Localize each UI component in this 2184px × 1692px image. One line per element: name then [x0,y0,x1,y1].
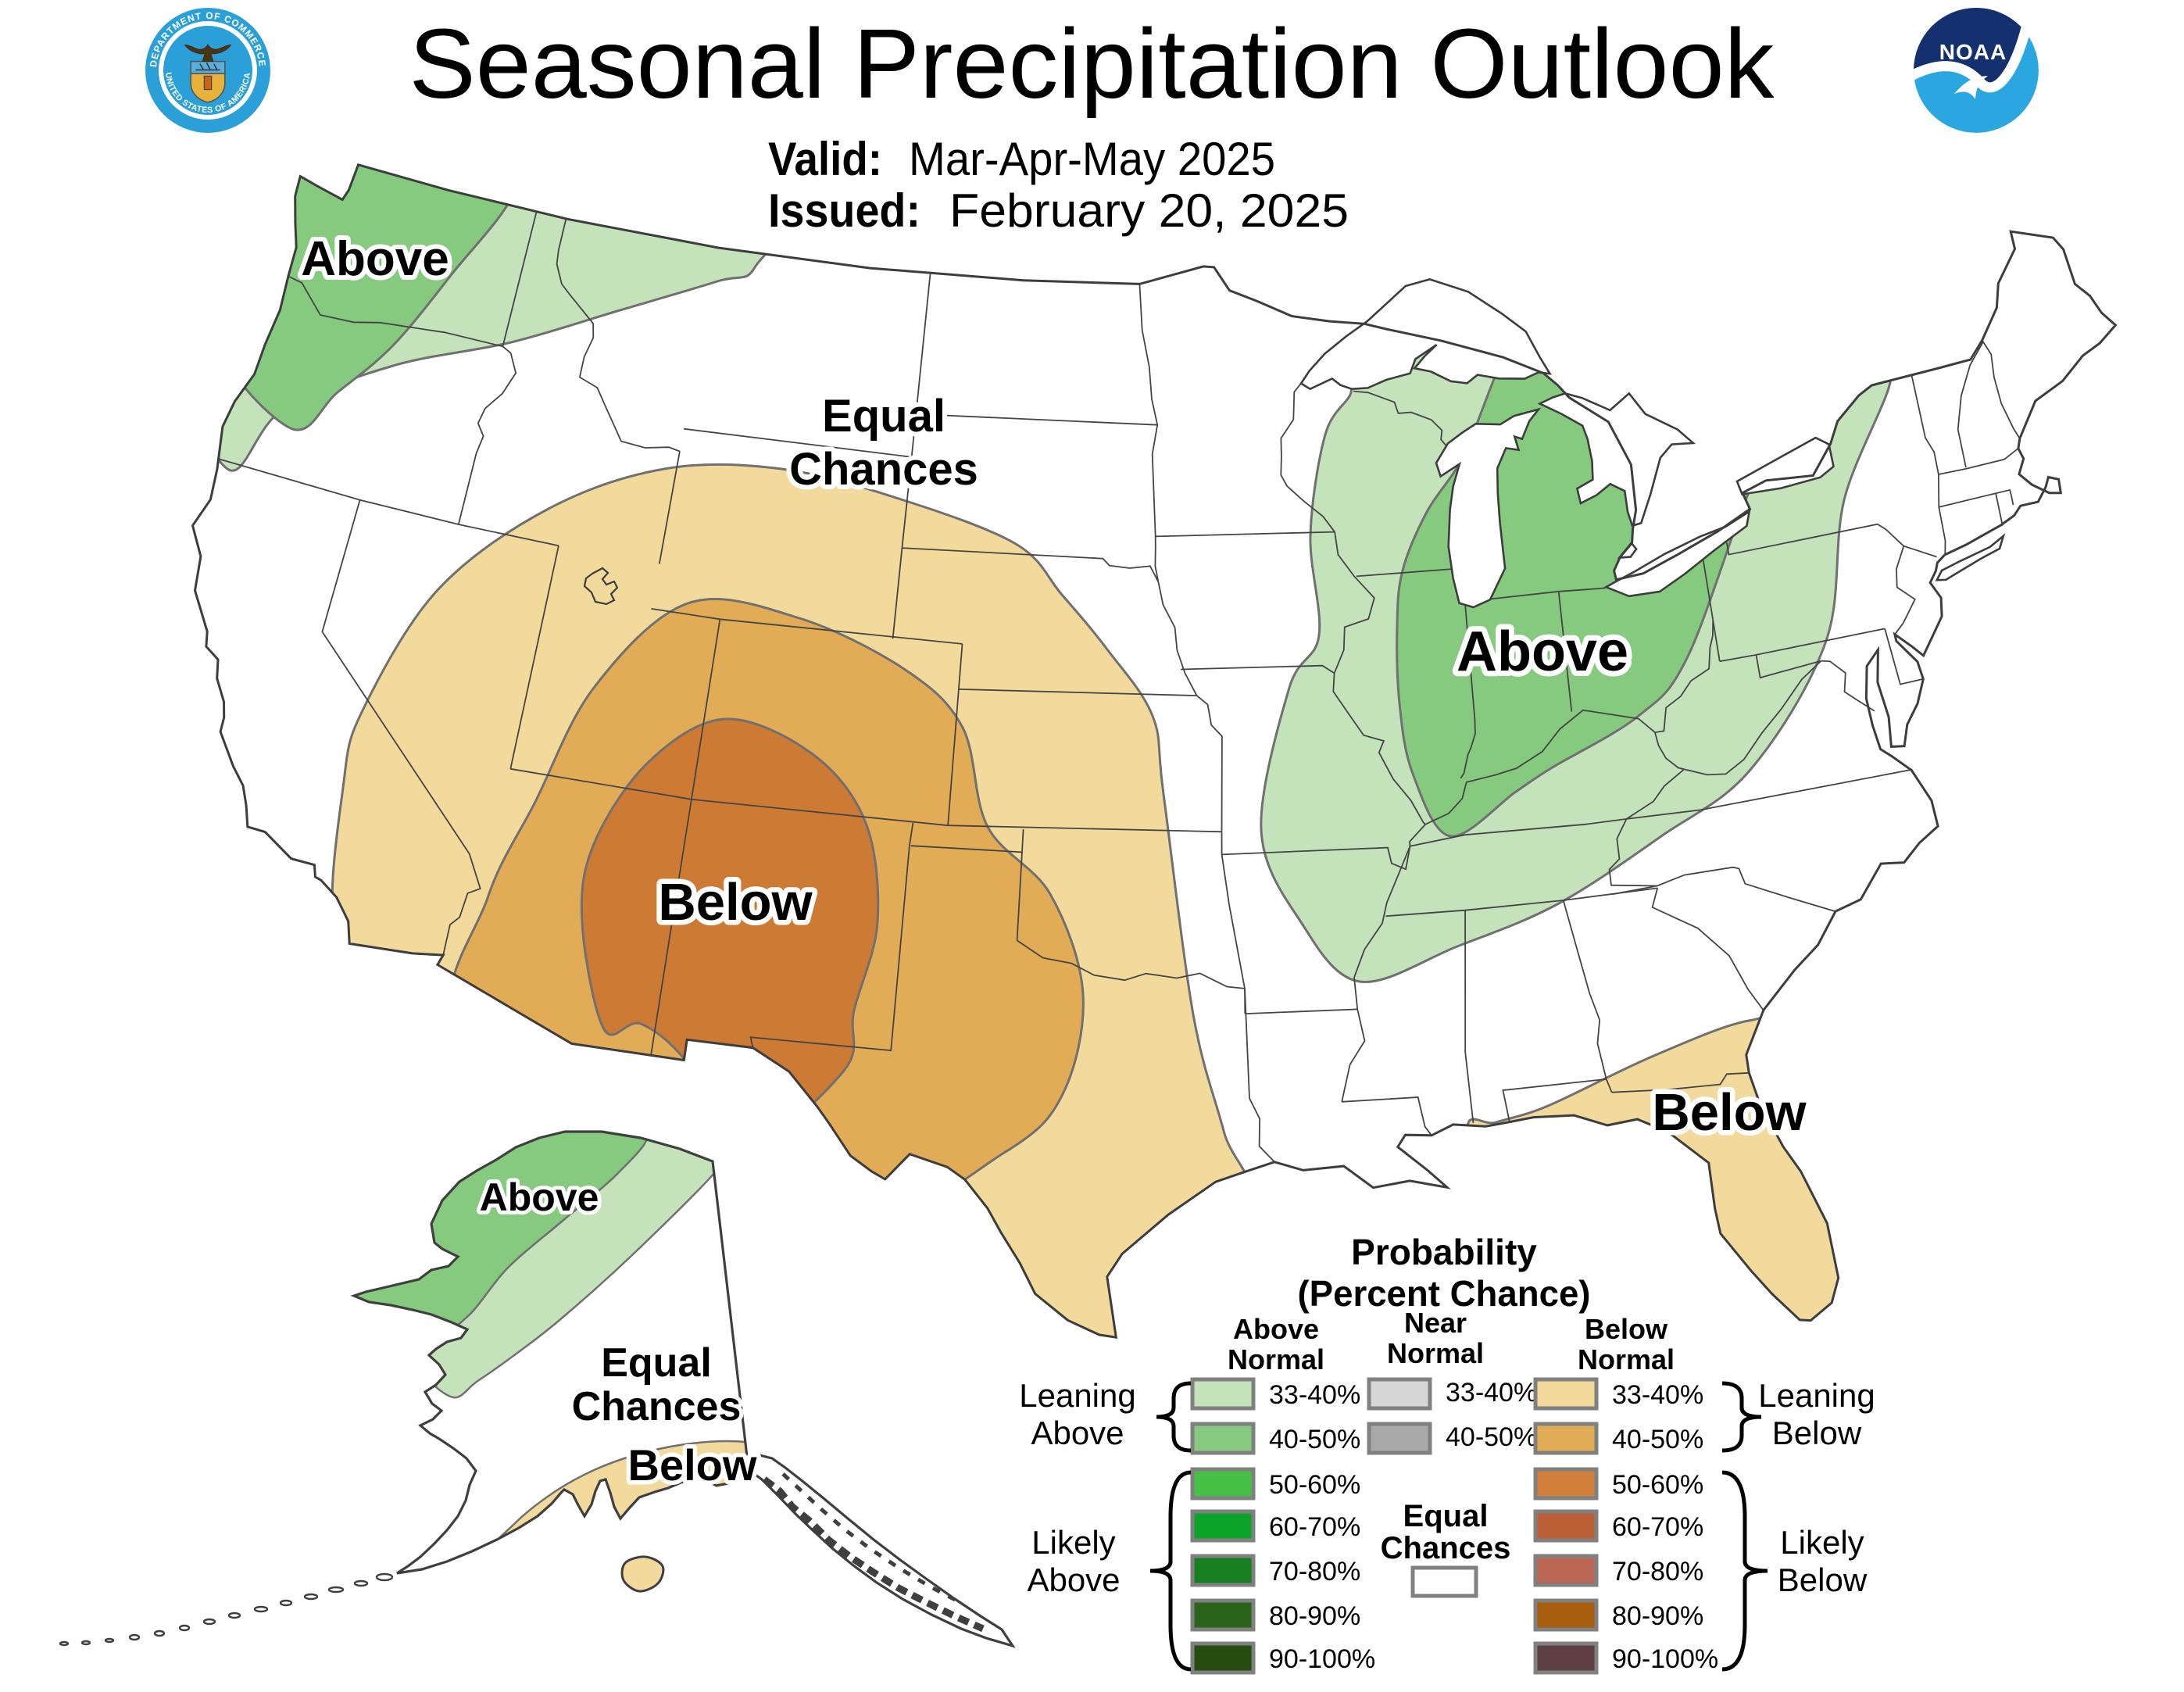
svg-text:(Percent Chance): (Percent Chance) [1298,1273,1591,1314]
svg-text:90-100%: 90-100% [1612,1644,1718,1674]
svg-text:Above: Above [1031,1415,1124,1451]
svg-text:Leaning: Leaning [1758,1377,1875,1414]
svg-text:Normal: Normal [1228,1343,1324,1375]
svg-text:90-100%: 90-100% [1269,1644,1375,1674]
svg-text:80-90%: 80-90% [1612,1601,1703,1631]
svg-text:Above: Above [1457,621,1628,683]
svg-text:Above: Above [301,232,449,286]
svg-text:Issued:: Issued: [768,184,920,237]
svg-text:40-50%: 40-50% [1612,1425,1703,1454]
svg-text:50-60%: 50-60% [1269,1470,1360,1500]
svg-text:Likely: Likely [1031,1524,1115,1561]
svg-text:60-70%: 60-70% [1269,1512,1360,1542]
svg-text:Mar-Apr-May 2025: Mar-Apr-May 2025 [909,133,1275,185]
svg-text:Below: Below [1585,1313,1668,1345]
svg-text:Below: Below [658,873,813,932]
svg-text:Normal: Normal [1387,1337,1484,1369]
svg-text:70-80%: 70-80% [1612,1557,1703,1586]
svg-text:Near: Near [1404,1307,1467,1339]
svg-text:80-90%: 80-90% [1269,1601,1360,1631]
svg-text:Above: Above [1233,1313,1319,1345]
svg-text:Probability: Probability [1351,1232,1537,1272]
svg-text:Seasonal Precipitation Outlook: Seasonal Precipitation Outlook [409,9,1775,119]
svg-text:Equal: Equal [1403,1499,1489,1533]
svg-text:NOAA: NOAA [1939,40,2007,64]
svg-text:40-50%: 40-50% [1446,1422,1537,1452]
svg-text:33-40%: 33-40% [1269,1380,1360,1410]
svg-text:50-60%: 50-60% [1612,1470,1703,1500]
svg-text:Above: Above [1027,1561,1120,1598]
svg-text:Normal: Normal [1578,1343,1675,1375]
svg-text:Above: Above [480,1175,599,1219]
svg-text:Likely: Likely [1780,1524,1864,1561]
svg-text:Valid:: Valid: [768,133,882,185]
svg-text:February 20, 2025: February 20, 2025 [949,184,1349,237]
svg-text:Leaning: Leaning [1019,1377,1135,1414]
svg-text:Below: Below [628,1440,757,1490]
svg-text:Below: Below [1778,1561,1868,1598]
svg-text:60-70%: 60-70% [1612,1512,1703,1542]
svg-text:70-80%: 70-80% [1269,1557,1360,1586]
svg-text:33-40%: 33-40% [1446,1378,1537,1408]
svg-text:40-50%: 40-50% [1269,1425,1360,1454]
svg-text:Below: Below [1652,1083,1807,1142]
svg-text:33-40%: 33-40% [1612,1380,1703,1410]
svg-text:Below: Below [1772,1415,1862,1451]
svg-text:Chances: Chances [1381,1531,1511,1565]
